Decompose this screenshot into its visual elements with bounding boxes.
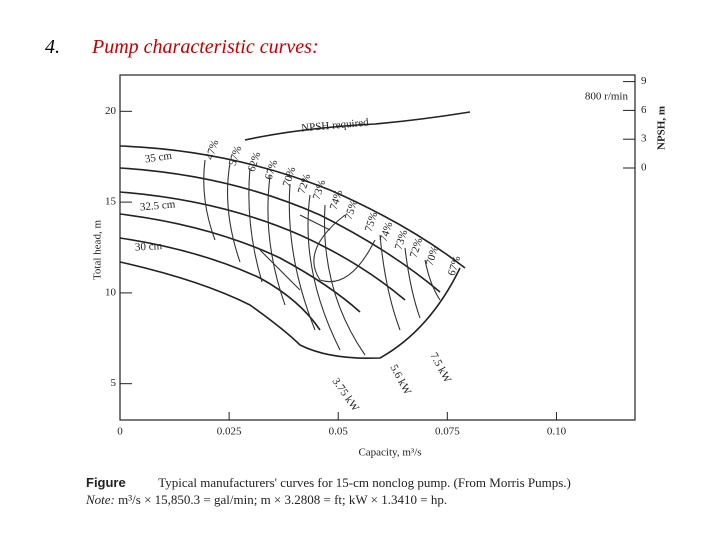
efficiency-curve [404,247,421,319]
y2-tick-label: 0 [641,162,647,174]
curves [119,111,471,360]
efficiency-curve [248,167,263,283]
envelope [299,267,461,360]
npsh-label: NPSH required [301,117,370,135]
efficiency-curve [424,259,441,301]
x-tick-label: 0 [117,426,123,438]
y-tick-label: 5 [111,377,117,389]
efficiency-label: 67% [446,254,464,277]
y2-tick-label: 6 [641,104,647,116]
efficiency-curve [323,204,366,356]
impeller-label: 32.5 cm [139,198,176,213]
caption-label: Figure [86,475,126,490]
npsh-curve [244,111,471,141]
y-tick-label: 20 [105,105,117,117]
note-label: Note: [86,492,115,507]
slide-title: Pump characteristic curves: [92,36,319,58]
efficiency-label: 72% [408,236,426,259]
x-tick-label: 0.075 [435,426,460,438]
x-tick-label: 0.10 [547,426,567,438]
efficiency-label: 73% [311,178,329,201]
head-curve [119,191,406,301]
efficiency-curve [227,162,241,263]
caption-text: Typical manufacturers' curves for 15-cm … [158,475,571,490]
y-tick-label: 10 [105,286,117,298]
x-tick-label: 0.025 [217,426,242,438]
head-curve [119,261,301,346]
head-curve [119,167,441,293]
efficiency-label: 57% [227,144,245,167]
head-curve [119,237,321,331]
efficiency-label: 74% [378,220,396,243]
efficiency-label: 73% [393,228,411,251]
efficiency-curve [288,183,316,331]
y2-tick-label: 3 [641,133,647,145]
x-tick-label: 0.05 [329,426,349,438]
leader [299,214,331,231]
efficiency-label: 74% [328,188,346,211]
impeller-label: 30 cm [135,240,163,253]
y-tick-label: 15 [105,196,117,208]
caption: Figure Typical manufacturers' curves for… [86,474,571,508]
y2-axis-title: NPSH, m [656,106,668,150]
y2-tick-label: 9 [641,75,647,87]
head-curve [119,213,361,313]
leader [259,249,301,291]
efficiency-label: 70% [424,244,442,267]
efficiency-label: 70% [281,165,299,188]
efficiency-label: 75% [363,210,381,233]
efficiency-curve [313,214,376,283]
x-axis-title: Capacity, m³/s [358,447,421,459]
head-curve [119,145,466,269]
power-label: 7.5 kW [428,351,454,386]
efficiency-label: 75% [343,198,361,221]
efficiency-curve [267,175,286,306]
efficiency-label: 67% [263,158,281,181]
plot-frame [119,74,636,421]
note-text: m³/s × 15,850.3 = gal/min; m × 3.2808 = … [118,492,448,507]
efficiency-label: 47% [204,138,222,161]
speed-label: 800 r/min [585,91,629,103]
efficiency-curve [203,159,216,241]
y-axis-title: Total head, m [92,220,104,280]
slide-number: 4. [45,36,60,58]
power-label: 3.75 kW [330,376,362,414]
efficiency-curve [379,234,401,331]
efficiency-curve [307,194,341,351]
efficiency-label: 62% [246,150,264,173]
impeller-label: 35 cm [144,150,173,166]
efficiency-label: 72% [296,172,314,195]
power-label: 5.6 kW [388,363,414,398]
